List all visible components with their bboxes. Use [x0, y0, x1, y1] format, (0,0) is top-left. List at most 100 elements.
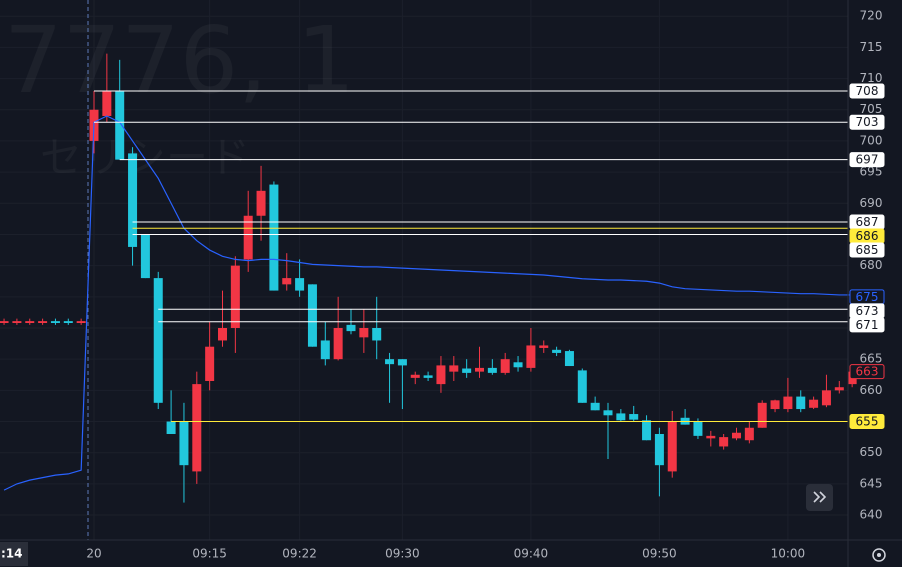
candle-body [834, 387, 844, 391]
candle-body [436, 365, 446, 385]
scroll-icon [813, 491, 827, 503]
candle-body [385, 359, 395, 365]
level-label: 687 [856, 215, 879, 229]
level-label-box [849, 364, 885, 380]
candle-body [449, 365, 459, 372]
candle-body [462, 368, 472, 373]
x-tick-label: 20 [86, 547, 101, 561]
y-tick-label: 700 [860, 133, 883, 147]
candle-body [590, 402, 600, 411]
level-label-box [849, 242, 885, 258]
y-tick-label: 695 [860, 165, 883, 179]
candle-body [719, 437, 729, 447]
x-tick-label: :14 [1, 547, 23, 561]
candle-body [397, 359, 407, 366]
candle-body [642, 420, 652, 441]
y-tick-label: 710 [860, 71, 883, 85]
candle-body [12, 321, 22, 324]
level-label: 671 [856, 318, 879, 332]
candle-body [102, 91, 112, 116]
candle-body [783, 396, 793, 410]
y-tick-label: 690 [860, 196, 883, 210]
y-tick-label: 665 [860, 352, 883, 366]
x-tick-label: 10:00 [771, 547, 806, 561]
candle-body [346, 324, 356, 332]
candle-body [809, 399, 819, 408]
candle-body [539, 345, 549, 348]
y-tick-label: 660 [860, 383, 883, 397]
candle-body [115, 91, 125, 160]
candle-body [552, 349, 562, 353]
watermark-name: セリシード [40, 133, 250, 182]
candle-body [166, 421, 176, 434]
candle-body [269, 184, 279, 291]
candle-body [38, 321, 48, 324]
x-tick-label: 09:15 [192, 547, 227, 561]
level-label-box [849, 152, 885, 168]
candle-body [667, 421, 677, 472]
level-label: 703 [856, 115, 879, 129]
candle-body [295, 278, 305, 291]
y-tick-label: 650 [860, 445, 883, 459]
candle-body [63, 321, 73, 324]
candle-body [821, 390, 831, 406]
candle-body [616, 413, 626, 421]
candle-body [654, 433, 664, 466]
candle-body [153, 278, 163, 403]
candle-body [218, 327, 227, 341]
candle-body [140, 234, 150, 279]
candle-body [757, 402, 767, 428]
level-label: 675 [856, 290, 879, 304]
axis: 6406456506556606656706756806856906957007… [0, 9, 885, 566]
candle-body [179, 421, 189, 466]
candle-body [629, 414, 639, 420]
candle-body [256, 190, 266, 216]
candle-body [0, 321, 9, 324]
candle-body [320, 340, 330, 360]
level-label-box [849, 317, 885, 333]
candle-body [423, 375, 433, 378]
x-tick-label: 09:50 [642, 547, 677, 561]
candle-body [693, 421, 703, 436]
gear-icon[interactable] [872, 548, 886, 562]
x-tick-label: 09:30 [385, 547, 420, 561]
level-label: 686 [856, 229, 879, 243]
y-tick-label: 705 [860, 102, 883, 116]
candle-body [732, 432, 741, 439]
level-label-box [849, 83, 885, 99]
candle-body [243, 215, 253, 260]
marks [0, 53, 857, 503]
candle-body [128, 153, 138, 247]
candle-body [744, 427, 754, 441]
level-label: 685 [856, 243, 879, 257]
candle-body [307, 284, 317, 347]
y-tick-label: 640 [860, 508, 883, 522]
y-tick-label: 715 [860, 40, 883, 54]
candle-body [282, 278, 292, 285]
settings-button[interactable] [872, 548, 886, 562]
scroll-button[interactable] [806, 484, 833, 511]
candle-body [603, 410, 613, 416]
candle-body [526, 345, 536, 368]
crosshair-time-box [0, 542, 28, 566]
candle-body [50, 321, 60, 324]
candle-body [513, 362, 523, 368]
candle-body [25, 321, 35, 324]
candle-body [410, 374, 420, 378]
level-label: 697 [856, 153, 879, 167]
y-tick-label: 720 [860, 9, 883, 23]
level-label: 708 [856, 84, 879, 98]
level-label: 663 [856, 365, 879, 379]
candle-body [372, 327, 382, 341]
candle-body [205, 346, 215, 381]
level-label: 673 [856, 304, 879, 318]
candle-body [770, 400, 780, 410]
candle-body [706, 435, 716, 439]
level-label-box [849, 414, 885, 430]
y-tick-label: 645 [860, 476, 883, 490]
level-label-box [849, 114, 885, 130]
x-tick-label: 09:40 [514, 547, 549, 561]
x-tick-label: 09:22 [282, 547, 317, 561]
